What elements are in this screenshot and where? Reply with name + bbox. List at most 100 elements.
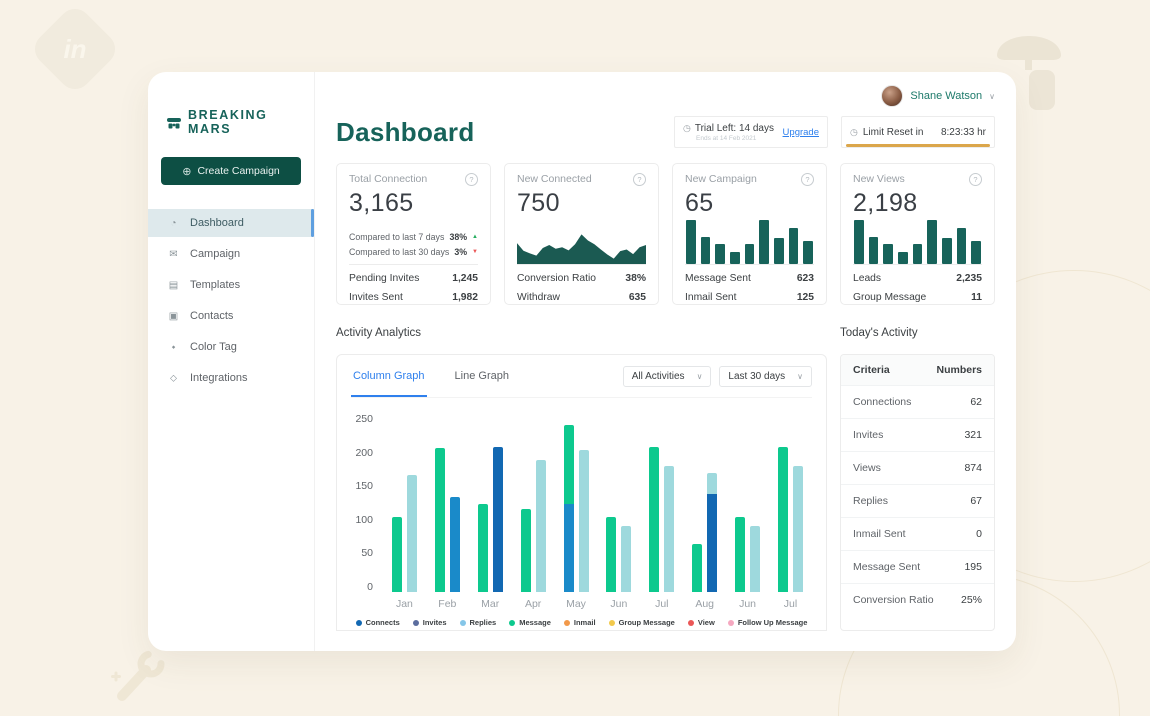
- sidebar-item-color-tag[interactable]: ⬩ Color Tag: [148, 333, 314, 361]
- row-value: 195: [964, 561, 982, 573]
- upgrade-link[interactable]: Upgrade: [782, 126, 819, 138]
- chart-legend: Connects Invites Replies Message Inmail Group…: [351, 618, 812, 627]
- comparison-row: Compared to last 30 days 3% ▼: [349, 247, 478, 257]
- month-group: Apr: [520, 414, 546, 610]
- sidebar: BREAKING MARS ⊕ Create Campaign ◔ Dashboa…: [148, 72, 315, 651]
- bar-group: [520, 414, 546, 592]
- x-axis-label: Jun: [610, 598, 628, 610]
- comparison-value: 3% ▼: [454, 247, 478, 257]
- stat-footer-row: Pending Invites 1,245: [349, 273, 478, 284]
- mini-bar: [788, 227, 799, 264]
- table-row: Message Sent 195: [841, 550, 994, 583]
- sidebar-item-label: Integrations: [190, 372, 248, 384]
- legend-item: Message: [509, 618, 551, 627]
- month-group: Jun: [606, 414, 632, 610]
- mini-bar: [715, 244, 726, 264]
- sidebar-item-label: Color Tag: [190, 341, 237, 353]
- tab-line-graph[interactable]: Line Graph: [454, 370, 509, 382]
- main-content: Shane Watson ∨ Dashboard ◷ Trial Left: 1…: [315, 72, 1016, 651]
- bar-segment: [649, 447, 660, 592]
- help-icon[interactable]: ?: [801, 173, 814, 186]
- chart-bar: [792, 414, 803, 592]
- comparison-row: Compared to last 7 days 38% ▲: [349, 232, 478, 242]
- x-axis-label: Jul: [655, 598, 669, 610]
- bar-group: [563, 414, 589, 592]
- bar-group: [391, 414, 417, 592]
- bar-segment: [563, 424, 574, 505]
- bar-group: [434, 414, 460, 592]
- mini-bar: [942, 238, 952, 264]
- date-range-dropdown[interactable]: Last 30 days ∨: [719, 365, 812, 387]
- activity-analytics-title: Activity Analytics: [336, 327, 421, 339]
- table-row: Views 874: [841, 451, 994, 484]
- help-icon[interactable]: ?: [633, 173, 646, 186]
- chart-tabs: Column Graph Line Graph All Activities ∨…: [351, 355, 812, 398]
- month-group: Jun: [735, 414, 761, 610]
- chart-bar: [707, 414, 718, 592]
- month-group: Aug: [692, 414, 718, 610]
- legend-item: Replies: [459, 618, 496, 627]
- bar-group: [649, 414, 675, 592]
- table-row: Replies 67: [841, 484, 994, 517]
- stat-card-value: 2,198: [853, 189, 918, 217]
- stat-footer-label: Conversion Ratio: [517, 273, 596, 284]
- stat-footer-row: Inmail Sent 125: [685, 292, 814, 303]
- decor-diamond-logo: in: [28, 2, 122, 96]
- mini-bar: [898, 251, 908, 264]
- mini-bar: [730, 251, 740, 264]
- mini-bar: [759, 220, 770, 264]
- y-axis-tick: 100: [355, 513, 373, 526]
- sidebar-item-dashboard[interactable]: ◔ Dashboard: [148, 209, 314, 237]
- legend-dot: [459, 619, 466, 626]
- bar-segment: [492, 447, 503, 592]
- bar-segment: [535, 460, 546, 592]
- x-axis-label: Apr: [524, 598, 542, 610]
- mini-bar: [927, 220, 938, 264]
- legend-dot: [509, 619, 516, 626]
- sidebar-item-campaign[interactable]: ✉ Campaign: [148, 240, 314, 268]
- month-group: Jan: [391, 414, 417, 610]
- trial-box: ◷ Trial Left: 14 days Ends at 14 Feb 202…: [674, 116, 828, 148]
- stat-footer-value: 623: [796, 273, 814, 284]
- legend-dot: [355, 619, 362, 626]
- stat-card-value: 65: [685, 189, 714, 217]
- legend-label: Group Message: [618, 618, 675, 627]
- month-group: Mar: [477, 414, 503, 610]
- all-activities-dropdown[interactable]: All Activities ∨: [622, 365, 712, 387]
- table-row: Invites 321: [841, 418, 994, 451]
- sidebar-item-contacts[interactable]: ▣ Contacts: [148, 302, 314, 330]
- bar-segment: [621, 525, 632, 592]
- legend-dot: [687, 619, 694, 626]
- mini-bar: [854, 220, 864, 264]
- bar-segment: [664, 465, 675, 592]
- help-icon[interactable]: ?: [465, 173, 478, 186]
- stat-footer-row: Conversion Ratio 38%: [517, 273, 646, 284]
- all-activities-value: All Activities: [631, 370, 685, 382]
- stat-card-title: New Connected: [517, 173, 592, 185]
- stat-card-title: Total Connection: [349, 173, 428, 185]
- stat-footer-value: 38%: [625, 273, 646, 284]
- sidebar-item-templates[interactable]: ▤ Templates: [148, 271, 314, 299]
- tab-column-graph[interactable]: Column Graph: [351, 357, 427, 397]
- chart-y-axis: 250 200 150 100 50 0: [351, 414, 383, 592]
- bar-group: [606, 414, 632, 592]
- stat-footer-label: Group Message: [853, 292, 927, 303]
- stat-card-3: New Views? 2,198 Leads 2,235 Group Message 11: [840, 163, 995, 305]
- create-campaign-button[interactable]: ⊕ Create Campaign: [161, 157, 301, 185]
- plus-circle-icon: ⊕: [182, 165, 192, 178]
- app-window: BREAKING MARS ⊕ Create Campaign ◔ Dashboa…: [148, 72, 1016, 651]
- x-axis-label: Mar: [481, 598, 500, 610]
- mini-bar: [774, 238, 784, 264]
- row-label: Replies: [853, 495, 889, 507]
- help-icon[interactable]: ?: [969, 173, 982, 186]
- integrations-icon: ⬦: [170, 372, 177, 384]
- legend-item: Follow Up Message: [727, 618, 807, 627]
- bar-segment: [563, 504, 574, 592]
- contacts-icon: ▣: [168, 310, 179, 322]
- sidebar-item-integrations[interactable]: ⬦ Integrations: [148, 364, 314, 392]
- bar-segment: [707, 473, 718, 495]
- user-menu[interactable]: Shane Watson ∨: [336, 72, 995, 107]
- chart-bar: [692, 414, 703, 592]
- date-range-value: Last 30 days: [728, 370, 786, 382]
- mini-bar: [912, 244, 923, 264]
